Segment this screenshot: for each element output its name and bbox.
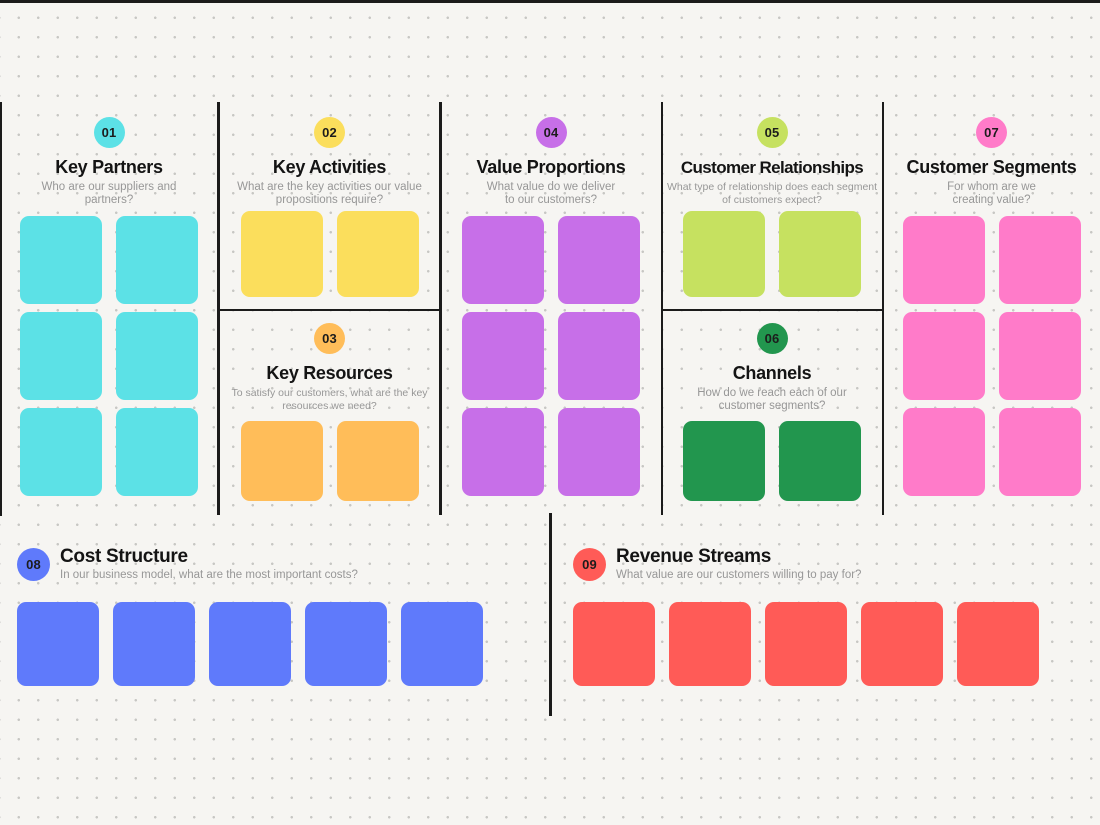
section-number-badge: 07 [976,117,1007,148]
sticky-notes-grid [573,602,1039,686]
sticky-notes-grid [17,602,483,686]
sticky-note[interactable] [683,211,765,297]
sticky-note[interactable] [462,312,544,400]
divider-relationships-channels [660,308,884,311]
sticky-note[interactable] [765,602,847,686]
sticky-note[interactable] [209,602,291,686]
section-title: Revenue Streams [616,546,771,567]
sticky-note[interactable] [779,211,861,297]
section-title: Cost Structure [60,546,188,567]
section-title: Customer Segments [906,157,1077,177]
sticky-notes-grid [462,216,640,496]
sticky-notes-grid [240,211,419,297]
sticky-note[interactable] [20,408,102,496]
sticky-note[interactable] [558,408,640,496]
sticky-notes-grid [240,421,419,501]
sticky-note[interactable] [401,602,483,686]
section-subtitle: What value are our customers willing to … [616,569,862,581]
section-subtitle: To satisfy our customers, what are the k… [231,387,428,412]
sticky-note[interactable] [669,602,751,686]
sticky-note[interactable] [998,408,1081,496]
sticky-note[interactable] [116,408,198,496]
sticky-note[interactable] [116,216,198,304]
sticky-note[interactable] [573,602,655,686]
section-number-badge: 04 [535,117,567,148]
section-title: Value Proportions [476,157,626,177]
section-title: Customer Relationships [680,158,864,177]
section-title: Key Partners [55,157,163,177]
sticky-note[interactable] [998,312,1081,400]
section-number-badge: 05 [756,117,788,148]
section-header-text: Revenue Streams What value are our custo… [616,546,861,582]
section-number-badge: 09 [573,547,606,581]
sticky-notes-grid [902,216,1081,496]
section-number-badge: 08 [17,547,50,581]
section-channels: 06 Channels How do we reach each of our … [662,311,882,514]
sticky-note[interactable] [240,421,323,501]
sticky-note[interactable] [336,421,419,501]
section-subtitle: In our business model, what are the most… [60,569,358,581]
sticky-note[interactable] [558,216,640,304]
sticky-notes-grid [683,211,861,297]
section-key-partners: 01 Key Partners Who are our suppliers an… [0,105,218,514]
section-subtitle: What value do we deliver to our customer… [486,181,616,206]
sticky-note[interactable] [113,602,195,686]
section-key-resources: 03 Key Resources To satisfy our customer… [219,311,440,514]
sticky-note[interactable] [779,421,861,501]
sticky-note[interactable] [462,408,544,496]
section-title: Key Activities [272,157,387,177]
sticky-note[interactable] [462,216,544,304]
sticky-note[interactable] [240,211,323,297]
section-number-badge: 02 [314,117,345,148]
section-number-badge: 06 [756,323,788,354]
sticky-note[interactable] [683,421,765,501]
canvas-border-bottom [0,0,1100,3]
section-subtitle: What are the key activities our value pr… [237,181,422,206]
sticky-note[interactable] [902,408,985,496]
sticky-note[interactable] [998,216,1081,304]
sticky-note[interactable] [558,312,640,400]
sticky-note[interactable] [902,312,985,400]
section-subtitle: What type of relationship does each segm… [666,181,878,206]
section-header: 09 Revenue Streams What value are our cu… [573,546,861,582]
section-subtitle: Who are our suppliers and partners? [41,181,177,206]
section-subtitle: How do we reach each of our customer seg… [697,387,847,412]
section-number-badge: 01 [93,117,125,148]
sticky-note[interactable] [17,602,99,686]
section-customer-segments: 07 Customer Segments For whom are we cre… [883,105,1100,514]
section-subtitle: For whom are we creating value? [947,181,1036,206]
sticky-notes-grid [683,421,861,501]
sticky-note[interactable] [861,602,943,686]
section-value-proportions: 04 Value Proportions What value do we de… [441,105,661,514]
section-key-activities: 02 Key Activities What are the key activ… [219,105,440,310]
sticky-note[interactable] [957,602,1039,686]
section-number-badge: 03 [314,323,345,354]
section-cost-structure: 08 Cost Structure In our business model,… [0,515,549,715]
sticky-note[interactable] [336,211,419,297]
canvas-border-left [0,102,2,516]
sticky-note[interactable] [20,216,102,304]
section-revenue-streams: 09 Revenue Streams What value are our cu… [551,515,1100,715]
sticky-note[interactable] [902,216,985,304]
sticky-note[interactable] [116,312,198,400]
sticky-notes-grid [20,216,198,496]
section-title: Key Resources [266,363,393,383]
divider-activities-resources [217,308,441,311]
section-title: Channels [732,363,812,383]
section-customer-relationships: 05 Customer Relationships What type of r… [662,105,882,310]
divider-cost-revenue [549,513,552,716]
section-header-text: Cost Structure In our business model, wh… [60,546,358,582]
sticky-note[interactable] [305,602,387,686]
section-header: 08 Cost Structure In our business model,… [17,546,358,582]
sticky-note[interactable] [20,312,102,400]
